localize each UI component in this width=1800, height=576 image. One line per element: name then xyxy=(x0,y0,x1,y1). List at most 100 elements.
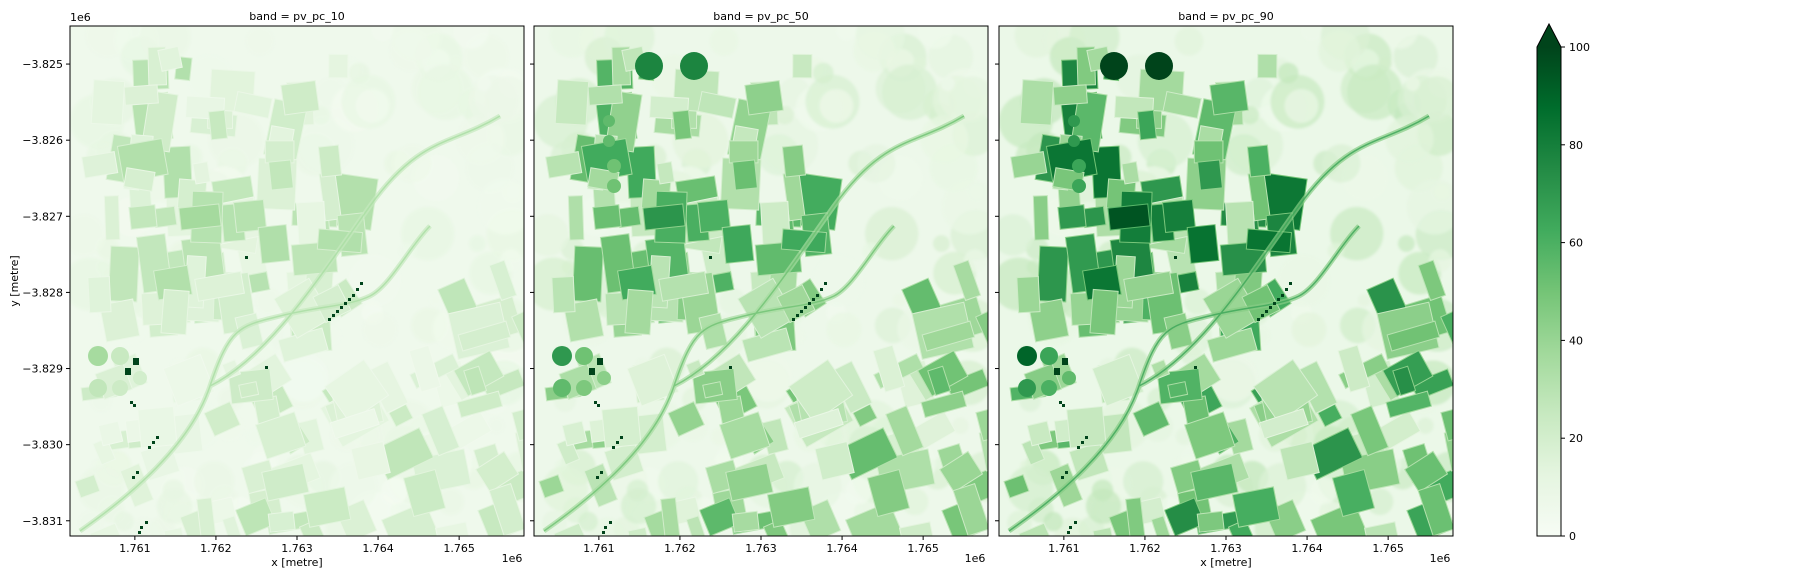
heatmap-patch xyxy=(1385,115,1434,164)
pixel-feature xyxy=(332,314,335,317)
pivot-field xyxy=(553,379,571,397)
heatmap-patch xyxy=(355,88,390,123)
field-cell xyxy=(137,405,178,449)
heatmap-patch xyxy=(255,288,282,315)
field-cell xyxy=(978,425,988,472)
field-cell xyxy=(938,450,984,493)
field-cell xyxy=(1132,400,1170,437)
pixel-feature xyxy=(824,282,827,285)
field-cell xyxy=(402,468,447,518)
axes-ticks: 1.761 1.762 1.763 1.764 1.765 −3.825 −3.826 −3.… xyxy=(22,58,1404,555)
field-cell xyxy=(672,109,692,141)
field-cell xyxy=(324,358,390,423)
colorbar-gradient xyxy=(1537,47,1561,536)
field-cell xyxy=(380,501,442,536)
field-cell xyxy=(1125,497,1146,536)
heatmap-patch xyxy=(245,27,275,56)
x-axis-label-0: x [metre] xyxy=(271,556,322,569)
field-cell xyxy=(567,195,585,241)
field-cell xyxy=(208,109,228,141)
pixel-feature xyxy=(1065,471,1068,474)
field-cell xyxy=(232,198,268,234)
field-cell xyxy=(545,151,583,179)
pivot-field xyxy=(1018,379,1036,397)
field-cell xyxy=(788,358,854,423)
pixel-feature xyxy=(336,310,339,313)
field-cell xyxy=(1176,271,1200,294)
y-offset-label: 1e6 xyxy=(70,11,91,24)
field-cell xyxy=(456,390,504,419)
field-cell xyxy=(163,526,187,536)
heatmap-patch xyxy=(942,179,988,235)
field-cell xyxy=(329,408,380,440)
pixel-feature xyxy=(792,318,795,321)
pixel-feature xyxy=(1059,401,1062,404)
field-cell xyxy=(766,486,816,528)
colorbar-tick-label: 0 xyxy=(1569,530,1576,543)
x-tick-label: 1.763 xyxy=(745,542,777,555)
heatmap-patch xyxy=(917,26,954,49)
field-cell xyxy=(1016,276,1041,314)
heatmap-patch xyxy=(940,76,956,91)
heatmap-patch xyxy=(1043,511,1063,532)
field-cell xyxy=(90,79,126,126)
x-tick-label: 1.764 xyxy=(826,542,858,555)
field-cell xyxy=(81,151,119,179)
pixel-feature xyxy=(596,476,599,479)
field-cell xyxy=(87,276,112,314)
heatmap-patch xyxy=(952,417,969,434)
heatmap-patch xyxy=(478,179,524,235)
field-cell xyxy=(952,482,988,536)
field-cell xyxy=(1052,84,1088,106)
field-cell xyxy=(247,271,271,294)
pixel-feature xyxy=(1081,441,1084,444)
pivot-field xyxy=(603,115,615,127)
field-cell xyxy=(317,144,343,178)
heatmap-patch xyxy=(1347,64,1403,120)
field-cell xyxy=(257,224,291,264)
field-cell xyxy=(793,408,844,440)
field-cell xyxy=(781,144,807,178)
field-cell xyxy=(627,526,651,536)
pixel-feature xyxy=(1074,521,1077,524)
pixel-feature xyxy=(125,368,131,375)
pivot-field xyxy=(1100,52,1128,80)
pixel-feature xyxy=(352,294,355,297)
pixel-feature xyxy=(594,401,597,404)
x-tick-label: 1.761 xyxy=(583,542,615,555)
field-cell xyxy=(1032,195,1050,241)
field-cell xyxy=(261,462,310,502)
heatmap-patch xyxy=(371,26,394,42)
pixel-feature xyxy=(133,404,136,407)
pivot-field xyxy=(1145,52,1173,80)
panel-0: band = pv_pc_10 xyxy=(69,10,525,537)
pixel-feature xyxy=(1281,294,1284,297)
field-cell xyxy=(511,305,524,353)
field-cell xyxy=(792,53,813,79)
field-cell xyxy=(192,161,211,185)
field-cell xyxy=(254,411,307,460)
pixel-feature xyxy=(140,526,143,529)
field-cell xyxy=(702,381,724,399)
panel-title-1: band = pv_pc_50 xyxy=(713,10,808,23)
field-cell xyxy=(1386,320,1441,352)
heatmap-patch xyxy=(913,56,927,71)
heatmap-patch xyxy=(70,214,105,256)
pixel-feature xyxy=(1194,366,1197,369)
field-cell xyxy=(1197,159,1223,191)
field-cell xyxy=(975,305,988,353)
pixel-feature xyxy=(145,521,148,524)
field-cell xyxy=(421,405,461,457)
field-cell xyxy=(1162,90,1202,119)
pixel-feature xyxy=(729,366,732,369)
field-cell xyxy=(601,405,642,449)
field-cell xyxy=(553,522,592,536)
pivot-field xyxy=(597,371,611,385)
field-cell xyxy=(698,497,741,536)
field-cell xyxy=(1309,501,1371,536)
heatmap-patch xyxy=(1174,27,1204,56)
heatmap-patch xyxy=(1358,293,1371,307)
x-offset-label-1: 1e6 xyxy=(965,552,986,565)
pivot-field xyxy=(1041,380,1057,396)
pixel-feature xyxy=(136,471,139,474)
